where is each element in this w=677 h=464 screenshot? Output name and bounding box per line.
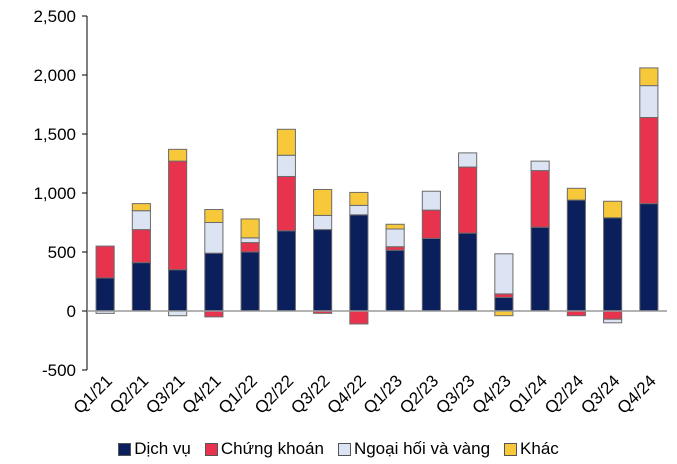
y-tick-label: 2,000 [33,66,76,85]
bar-segment [349,204,369,216]
bar-segment [131,229,151,264]
bar-segment [240,242,260,253]
legend-item-dich-vu: Dịch vụ [118,439,191,459]
legend-swatch-khac [504,442,518,456]
bar-segment [603,217,623,312]
bar-segment [639,203,659,312]
bar-segment [276,230,296,312]
x-tick-label: Q3/23 [432,371,478,417]
bar-segment [204,252,224,312]
bar-segment [421,190,441,211]
y-axis: -500 0 500 1,000 1,500 2,000 2,500 [33,7,88,380]
x-tick-label: Q1/24 [505,371,551,417]
bar-segment [421,209,441,239]
legend-label-ngoai-hoi: Ngoại hối và vàng [353,439,491,458]
bar-segment [566,199,586,312]
bar-segment [276,154,296,177]
bar-segment [385,249,405,312]
bar-segment [240,218,260,239]
x-tick-label: Q1/21 [70,371,116,417]
bar-segment [530,160,550,172]
x-tick-label: Q1/23 [360,371,406,417]
bar-segment [530,226,550,312]
bar-segment [95,245,115,279]
x-tick-label: Q4/21 [179,371,225,417]
bar-segment [494,253,514,295]
legend-item-ngoai-hoi: Ngoại hối và vàng [337,439,491,459]
bar-segment [204,222,224,254]
x-tick-label: Q3/21 [142,371,188,417]
bar-segment [603,318,623,324]
x-tick-label: Q4/23 [469,371,515,417]
y-tick-label: 1,000 [33,184,76,203]
bar-segment [349,310,369,325]
legend-label-khac: Khác [520,439,559,458]
x-tick-label: Q1/22 [215,371,261,417]
bar-segment [131,210,151,231]
legend-label-chung-khoan: Chứng khoán [220,439,324,458]
legend-swatch-ngoai-hoi [337,442,351,456]
bar-segment [458,166,478,234]
y-tick-label: 500 [48,243,76,262]
bar-segment [204,209,224,224]
bar-segment [603,310,623,320]
bar-segment [168,269,188,312]
bar-segment [240,251,260,312]
bar-segment [95,277,115,312]
bar-segment [494,296,514,312]
bar-segment [458,232,478,312]
bar-segment [530,170,550,228]
bar-segment [131,262,151,312]
legend-label-dich-vu: Dịch vụ [134,439,191,458]
bar-segment [131,203,151,212]
bar-segment [385,223,405,230]
x-tick-label: Q2/23 [396,371,442,417]
bar-segment [240,237,260,244]
bar-segment [421,237,441,312]
bar-segment [385,228,405,248]
bar-segment [204,310,224,318]
y-tick-label: 1,500 [33,125,76,144]
bar-segment [385,246,405,251]
bars-group [95,67,659,325]
bar-segment [313,214,333,231]
x-tick-label: Q3/22 [287,371,333,417]
bar-segment [313,188,333,216]
y-tick-label: 0 [67,302,76,321]
bar-segment [566,187,586,201]
legend-item-chung-khoan: Chứng khoán [204,439,324,459]
y-tick-label: 2,500 [33,7,76,26]
x-axis: Q1/21Q2/21Q3/21Q4/21Q1/22Q2/22Q3/22Q4/22… [70,310,667,418]
x-tick-label: Q2/22 [251,371,297,417]
y-tick-label: -500 [42,361,76,380]
x-tick-label: Q4/22 [324,371,370,417]
bar-segment [639,67,659,87]
bar-segment [639,116,659,205]
legend: Dịch vụ Chứng khoán Ngoại hối và vàng Kh… [0,436,677,462]
bar-segment [349,214,369,312]
bar-segment [458,152,478,168]
bar-segment [276,128,296,156]
bar-segment [276,175,296,232]
x-tick-label: Q3/24 [577,371,623,417]
legend-swatch-dich-vu [118,442,132,456]
bar-segment [168,160,188,271]
bar-segment [603,200,623,219]
bar-segment [639,85,659,118]
x-tick-label: Q4/24 [614,371,660,417]
bar-segment [349,191,369,206]
bar-segment [494,293,514,298]
legend-swatch-chung-khoan [204,442,218,456]
bar-segment [168,148,188,162]
bar-segment [313,229,333,312]
x-tick-label: Q2/21 [106,371,152,417]
legend-item-khac: Khác [504,439,559,459]
x-tick-label: Q2/24 [541,371,587,417]
